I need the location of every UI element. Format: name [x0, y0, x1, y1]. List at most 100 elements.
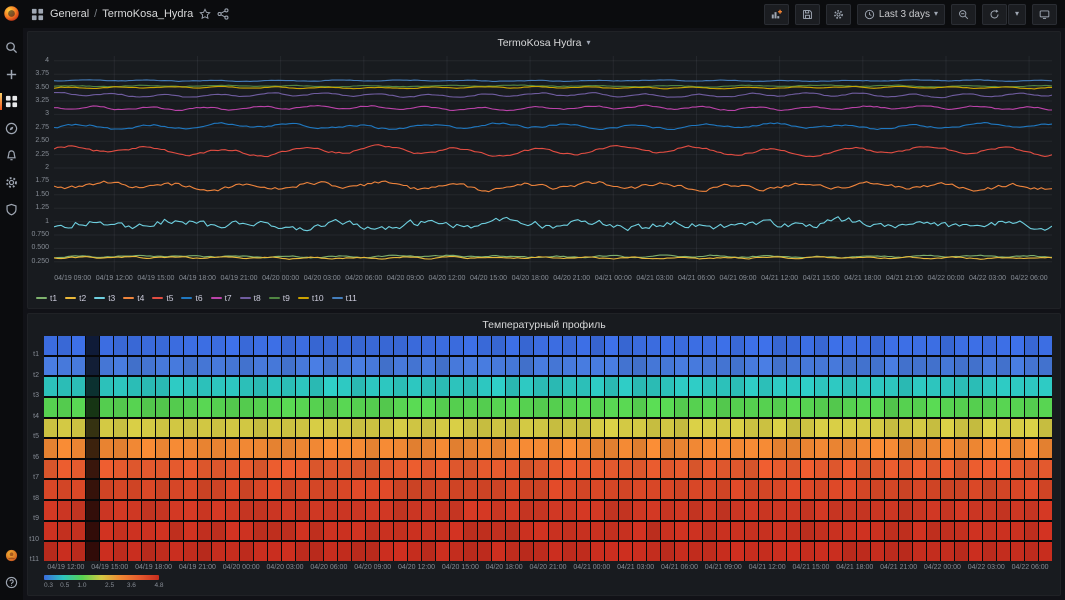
heatmap-cell [310, 356, 324, 376]
heatmap-cell [982, 521, 996, 541]
heatmap-cell [408, 521, 422, 541]
cycle-view-button[interactable] [1032, 3, 1057, 25]
search-icon [6, 42, 18, 54]
heatmap-cell [492, 480, 506, 500]
heatmap-cell [156, 377, 170, 396]
heatmap-grid[interactable] [44, 336, 1052, 561]
legend-item-t4[interactable]: t4 [123, 293, 144, 303]
legend-item-t5[interactable]: t5 [152, 293, 173, 303]
legend-label: t4 [137, 293, 145, 303]
apps-grid-icon[interactable] [31, 8, 44, 21]
legend-item-t8[interactable]: t8 [239, 293, 261, 303]
heatmap-cell [842, 377, 856, 396]
heatmap-cell [786, 521, 800, 541]
legend-item-t1[interactable]: t1 [36, 293, 57, 303]
heatmap-cell [408, 542, 422, 561]
legend-item-t7[interactable]: t7 [210, 293, 232, 303]
panel-title-termokosa[interactable]: TermoKosa Hydra ▾ [28, 32, 1060, 54]
legend-item-t6[interactable]: t6 [181, 293, 203, 303]
heatmap-cell [282, 459, 296, 479]
colorbar-tick-label: 3.6 [126, 582, 136, 589]
heatmap-cell [170, 480, 184, 500]
heatmap-cell [184, 459, 198, 479]
legend-item-t9[interactable]: t9 [268, 293, 290, 303]
time-range-picker[interactable]: Last 3 days ▾ [856, 3, 945, 25]
sidebar-item-dashboards[interactable] [0, 88, 23, 115]
heatmap-cell [660, 418, 674, 438]
heatmap-cell [198, 418, 212, 438]
heatmap-cell [226, 439, 240, 458]
heatmap-cell [646, 439, 660, 458]
sidebar-item-help[interactable] [5, 569, 18, 596]
sidebar-item-explore[interactable] [0, 115, 23, 142]
heatmap-cell [170, 501, 184, 520]
heatmap-cell [730, 377, 744, 396]
heatmap-cell [254, 480, 268, 500]
heatmap-cell [744, 336, 758, 355]
heatmap-cell [814, 501, 828, 520]
timeseries-plot-area[interactable] [54, 56, 1052, 272]
heatmap-cell [632, 501, 646, 520]
dashboard-settings-button[interactable] [825, 3, 851, 25]
y-tick-label: 1 [45, 217, 49, 225]
heatmap-cell [114, 480, 128, 500]
save-dashboard-button[interactable] [794, 3, 820, 25]
heatmap-cell [464, 480, 478, 500]
heatmap-cell [954, 480, 968, 500]
heatmap-cell [814, 480, 828, 500]
heatmap-cell [898, 542, 912, 561]
sidebar-item-create[interactable] [0, 61, 23, 88]
heatmap-cell [226, 377, 240, 396]
x-tick-label: 04/19 15:00 [137, 275, 175, 282]
heatmap-cell [184, 521, 198, 541]
add-panel-button[interactable] [763, 3, 789, 25]
series-line-t8 [54, 91, 1052, 99]
share-icon[interactable] [217, 8, 229, 20]
heatmap-cell [786, 418, 800, 438]
heatmap-cell [338, 336, 352, 355]
dashboard-settings-icon [833, 9, 843, 19]
sidebar-item-profile[interactable] [5, 542, 18, 569]
heatmap-cell [534, 336, 548, 355]
refresh-button[interactable] [981, 3, 1007, 25]
heatmap-cell [786, 439, 800, 458]
heatmap-cell [842, 397, 856, 417]
legend-item-t11[interactable]: t11 [331, 293, 357, 303]
heatmap-cell [366, 439, 380, 458]
legend-item-t3[interactable]: t3 [94, 293, 115, 303]
plus-icon [6, 69, 17, 80]
heatmap-cell [660, 542, 674, 561]
heatmap-cell [884, 521, 898, 541]
heatmap-cell [940, 439, 954, 458]
heatmap-cell [394, 418, 408, 438]
heatmap-cell [954, 377, 968, 396]
sidebar-item-configuration[interactable] [0, 169, 23, 196]
sidebar-item-search[interactable] [0, 34, 23, 61]
heatmap-cell [996, 377, 1010, 396]
sidebar-item-server-admin[interactable] [0, 196, 23, 223]
heatmap-cell [926, 336, 940, 355]
grafana-logo-icon[interactable] [3, 5, 20, 22]
colorbar-tick-label: 0.5 [60, 582, 70, 589]
heatmap-cell [324, 501, 338, 520]
breadcrumb-dashboard-title[interactable]: TermoKosa_Hydra [102, 8, 194, 20]
heatmap-cell [856, 542, 870, 561]
heatmap-cell [772, 521, 786, 541]
legend-item-t2[interactable]: t2 [65, 293, 86, 303]
x-tick-label: 04/21 15:00 [802, 275, 840, 282]
heatmap-cell [940, 356, 954, 376]
heatmap-cell [170, 459, 184, 479]
heatmap-cell [604, 542, 618, 561]
sidebar-item-alerting[interactable] [0, 142, 23, 169]
breadcrumb-section[interactable]: General [50, 8, 90, 20]
refresh-interval-dropdown[interactable]: ▾ [1007, 3, 1026, 25]
heatmap-cell [562, 418, 576, 438]
legend-item-t10[interactable]: t10 [297, 293, 324, 303]
zoom-out-button[interactable] [950, 3, 976, 25]
panel-title-temperature-profile[interactable]: Температурный профиль [28, 314, 1060, 336]
heatmap-cell [1024, 439, 1038, 458]
colorbar-tick-label: 4.8 [154, 582, 164, 589]
star-icon[interactable] [199, 8, 212, 20]
heatmap-cell [954, 542, 968, 561]
heatmap-cell [618, 480, 632, 500]
